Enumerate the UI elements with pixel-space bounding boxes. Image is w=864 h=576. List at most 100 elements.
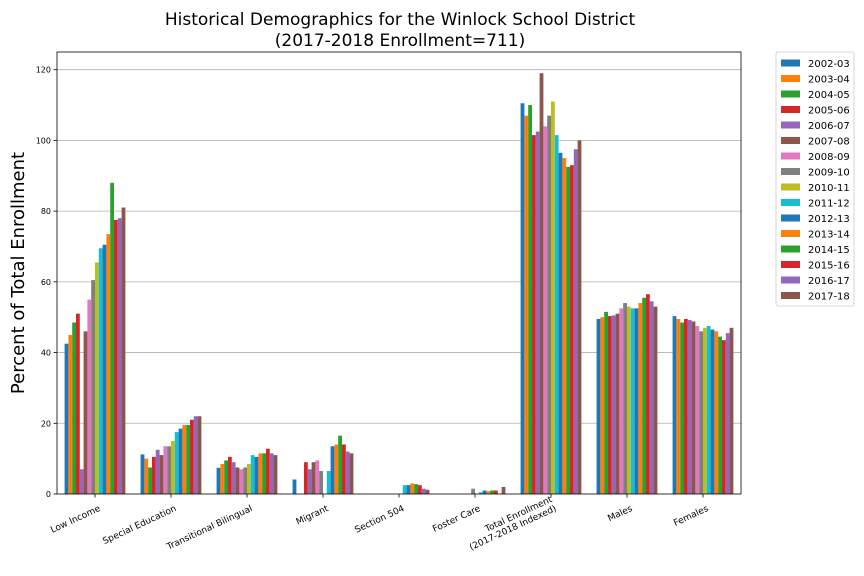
bar <box>418 485 422 494</box>
bar <box>570 165 574 495</box>
bar <box>471 488 475 494</box>
x-tick-label-line: Special Education <box>101 504 178 547</box>
bar <box>414 484 418 494</box>
bar <box>478 492 483 494</box>
x-axis-ticks: Low Income Special EducationTransitional … <box>49 494 711 553</box>
x-tick-label: Foster Care <box>431 504 482 535</box>
legend-label: 2004-05 <box>808 90 850 101</box>
x-tick-label-line: Low Income <box>49 504 102 536</box>
legend-label: 2006-07 <box>808 121 850 132</box>
bar <box>140 454 145 494</box>
y-tick-label: 80 <box>41 207 51 216</box>
bar <box>680 322 684 494</box>
bar <box>269 453 274 494</box>
bar <box>95 262 99 494</box>
bar <box>490 490 494 494</box>
y-tick-label: 40 <box>41 349 51 358</box>
bar <box>334 444 339 494</box>
bar <box>543 126 548 495</box>
legend-swatch <box>781 245 800 253</box>
chart-title-line: (2017-2018 Enrollment=711) <box>275 31 525 51</box>
bar <box>193 416 198 494</box>
x-tick-label: Special Education <box>101 504 178 547</box>
legend-swatch <box>781 90 800 98</box>
bar <box>649 301 654 494</box>
bar <box>190 419 194 494</box>
bar <box>630 308 635 494</box>
bar <box>68 334 73 494</box>
bar <box>482 490 487 494</box>
bar <box>220 463 225 494</box>
legend-label: 2009-10 <box>808 168 850 179</box>
x-tick-label-line: Transitional Bilingual <box>165 504 255 553</box>
legend-swatch <box>781 276 800 284</box>
bar <box>421 488 426 494</box>
bar <box>402 485 407 494</box>
bar <box>573 149 578 495</box>
x-tick-label: Transitional Bilingual <box>165 504 255 553</box>
bar <box>239 469 244 494</box>
bar <box>619 308 624 494</box>
bar <box>197 416 202 494</box>
bar <box>307 469 312 494</box>
bar <box>551 101 555 494</box>
bar <box>494 490 498 494</box>
x-tick-label: Migrant <box>295 504 331 528</box>
bar <box>532 135 536 494</box>
bar <box>566 166 570 495</box>
chart-title: Historical Demographics for the Winlock … <box>165 10 636 51</box>
bar <box>342 444 346 494</box>
bar <box>608 316 612 494</box>
bars-group <box>64 73 734 495</box>
legend-label: 2016-17 <box>808 276 850 287</box>
bar <box>258 453 263 494</box>
x-tick-label-line: Migrant <box>295 504 331 528</box>
bar <box>330 446 335 494</box>
x-tick-label-line: Section 504 <box>354 504 407 536</box>
x-tick-label: Section 504 <box>354 504 407 536</box>
bar <box>623 303 627 494</box>
bar <box>729 327 734 494</box>
bar <box>64 343 69 494</box>
bar <box>144 458 149 494</box>
bar <box>600 317 605 494</box>
bar <box>117 218 122 494</box>
x-tick-label-line: Males <box>606 504 634 524</box>
legend-label: 2007-08 <box>808 137 850 148</box>
bar <box>102 244 107 494</box>
bar <box>152 456 156 494</box>
bar <box>699 331 703 494</box>
bar <box>410 483 415 494</box>
legend-swatch <box>781 183 800 191</box>
y-tick-label: 20 <box>41 419 51 428</box>
x-tick-label: Males <box>606 504 634 524</box>
bar <box>676 318 681 494</box>
bar <box>646 294 650 494</box>
bar <box>562 158 567 494</box>
bar <box>106 234 111 494</box>
legend-swatch <box>781 292 800 299</box>
bar <box>672 316 677 494</box>
bar <box>406 485 411 494</box>
y-tick-label: 60 <box>41 278 51 287</box>
y-axis-label: Percent of Total Enrollment <box>8 152 29 394</box>
bar <box>684 318 688 494</box>
legend-swatch <box>781 137 800 144</box>
chart-title-line: Historical Demographics for the Winlock … <box>165 10 636 30</box>
legend-label: 2003-04 <box>808 75 850 86</box>
legend-swatch <box>781 152 800 160</box>
bar <box>155 449 160 494</box>
bar <box>311 462 316 494</box>
legend-label: 2017-18 <box>808 292 850 303</box>
legend-swatch <box>781 106 800 113</box>
bar <box>653 306 658 494</box>
bar <box>167 446 171 494</box>
bar <box>695 326 700 494</box>
bar <box>638 303 643 494</box>
y-tick-label: 120 <box>36 66 51 75</box>
bar <box>634 308 639 494</box>
bar <box>315 460 320 494</box>
legend-label: 2002-03 <box>808 59 850 70</box>
y-tick-label: 100 <box>36 136 51 145</box>
